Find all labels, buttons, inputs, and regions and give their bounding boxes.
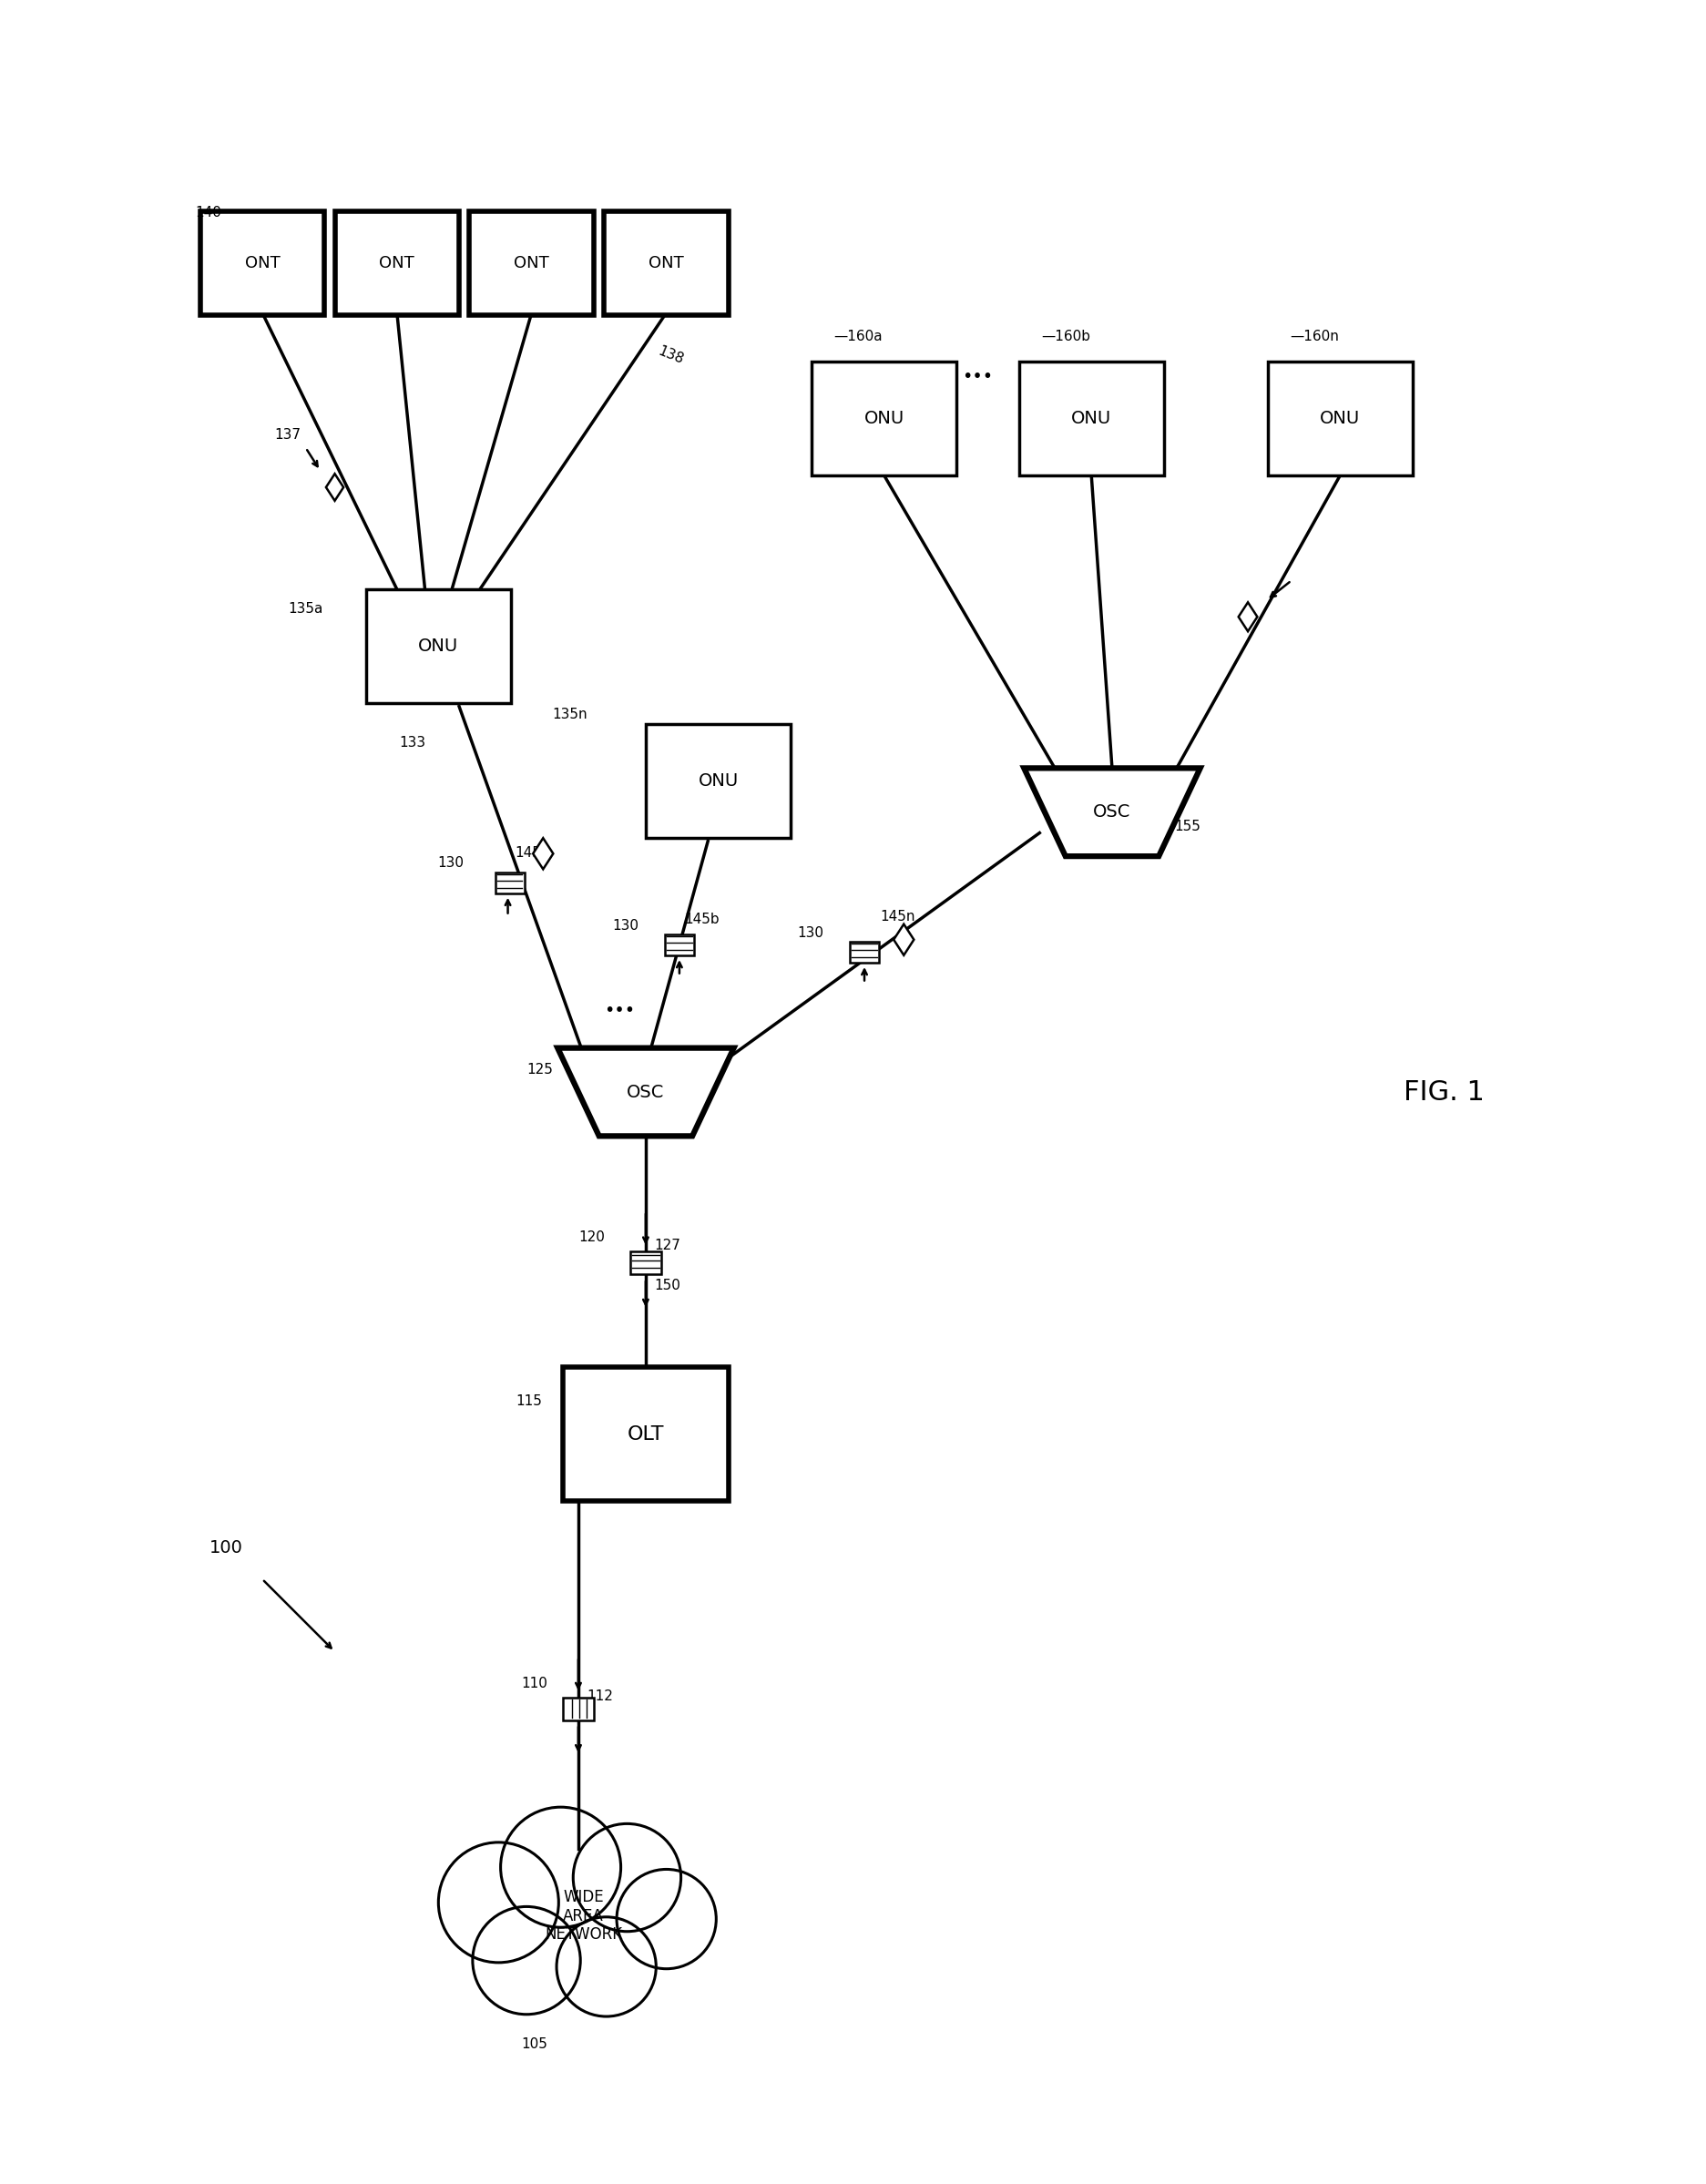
Circle shape (556, 1918, 657, 2016)
Text: •••: ••• (604, 1002, 635, 1020)
Circle shape (573, 1824, 681, 1931)
Text: OSC: OSC (1094, 804, 1131, 821)
Text: FIG. 1: FIG. 1 (1404, 1079, 1484, 1105)
FancyBboxPatch shape (665, 935, 694, 954)
Text: ONU: ONU (1071, 411, 1112, 428)
Text: 150: 150 (653, 1278, 681, 1293)
Text: 138: 138 (657, 343, 686, 367)
FancyBboxPatch shape (604, 212, 728, 314)
Text: ONU: ONU (418, 638, 459, 655)
Polygon shape (894, 924, 914, 954)
FancyBboxPatch shape (812, 360, 957, 476)
Text: •••: ••• (962, 369, 993, 387)
FancyBboxPatch shape (200, 212, 324, 314)
FancyBboxPatch shape (469, 212, 594, 314)
Text: 100: 100 (210, 1540, 242, 1557)
Text: ONT: ONT (379, 256, 415, 271)
Text: —160n: —160n (1290, 330, 1339, 343)
FancyBboxPatch shape (850, 941, 879, 963)
Circle shape (473, 1907, 580, 2014)
Text: —160b: —160b (1041, 330, 1090, 343)
Text: OSC: OSC (626, 1083, 665, 1101)
Text: 145n: 145n (880, 909, 914, 924)
Circle shape (500, 1806, 621, 1926)
Text: 110: 110 (522, 1677, 548, 1690)
Text: ONU: ONU (863, 411, 904, 428)
Text: ONU: ONU (1320, 411, 1360, 428)
FancyBboxPatch shape (563, 1697, 594, 1721)
Text: ONT: ONT (514, 256, 549, 271)
Polygon shape (326, 474, 343, 500)
FancyBboxPatch shape (563, 1367, 728, 1500)
Circle shape (508, 1841, 659, 1990)
Text: 125: 125 (527, 1064, 553, 1077)
Text: 145b: 145b (684, 913, 720, 926)
Text: ONU: ONU (698, 773, 739, 791)
Text: 120: 120 (578, 1232, 604, 1245)
Text: 127: 127 (653, 1238, 681, 1254)
FancyBboxPatch shape (1268, 360, 1413, 476)
Text: 130: 130 (612, 919, 638, 933)
Text: 133: 133 (399, 736, 426, 749)
Text: 140: 140 (194, 205, 222, 218)
Polygon shape (532, 839, 553, 869)
Text: 145a: 145a (515, 845, 549, 860)
Text: OLT: OLT (628, 1424, 664, 1444)
FancyBboxPatch shape (334, 212, 459, 314)
FancyBboxPatch shape (495, 871, 524, 893)
Text: 135a: 135a (288, 601, 322, 616)
Circle shape (438, 1843, 558, 1963)
Text: 135n: 135n (553, 708, 587, 721)
FancyBboxPatch shape (630, 1251, 662, 1275)
Text: 130: 130 (437, 856, 464, 869)
Text: 112: 112 (587, 1690, 612, 1704)
FancyBboxPatch shape (645, 725, 792, 839)
Text: —160a: —160a (834, 330, 882, 343)
Text: 137: 137 (275, 428, 300, 441)
FancyBboxPatch shape (1018, 360, 1163, 476)
Text: ONT: ONT (244, 256, 280, 271)
Polygon shape (558, 1048, 734, 1136)
Text: 155: 155 (1174, 819, 1201, 832)
Polygon shape (1024, 769, 1201, 856)
Text: ONT: ONT (648, 256, 684, 271)
Text: 130: 130 (797, 926, 824, 939)
Text: WIDE
AREA
NETWORK: WIDE AREA NETWORK (544, 1889, 623, 1944)
FancyBboxPatch shape (365, 590, 512, 703)
Circle shape (616, 1870, 717, 1968)
Polygon shape (1239, 603, 1257, 631)
Text: 105: 105 (522, 2038, 548, 2051)
Text: 115: 115 (517, 1393, 543, 1409)
